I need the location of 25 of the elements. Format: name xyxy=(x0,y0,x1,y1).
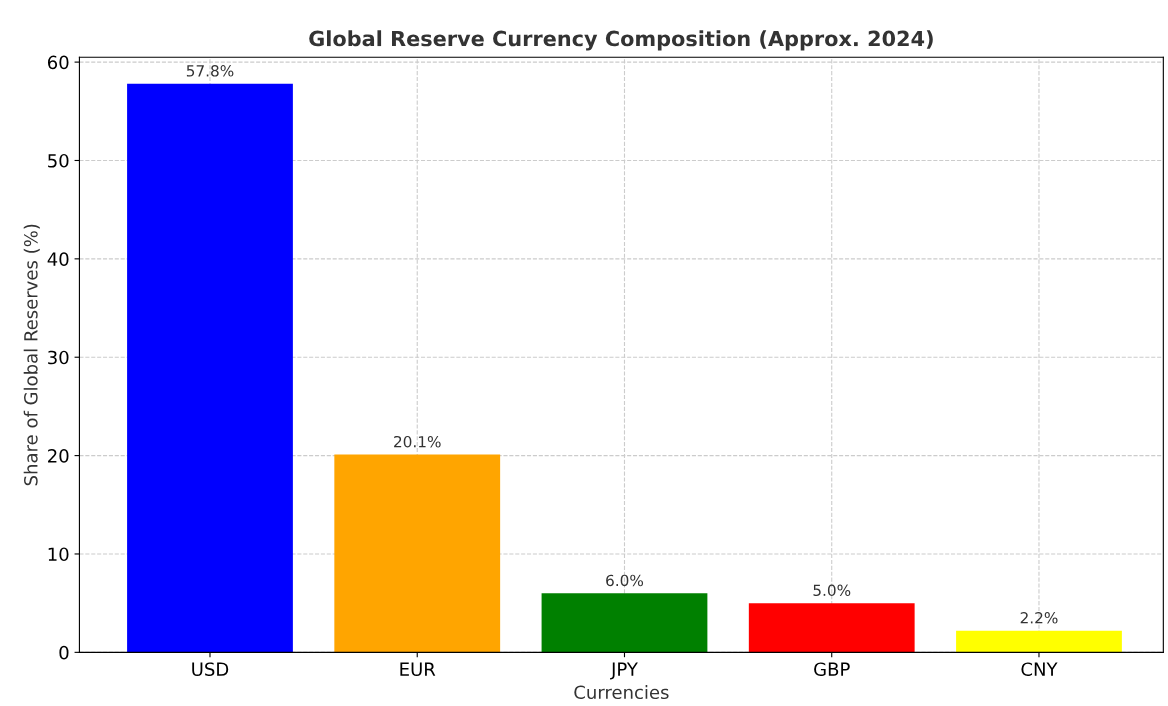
y-tick-label: 0 xyxy=(59,645,69,660)
y-tick-label: 60 xyxy=(47,55,69,70)
bar xyxy=(748,603,915,653)
x-tick-label: JPY xyxy=(610,662,638,680)
y-axis-title: Share of Global Reserves (%) xyxy=(23,224,40,486)
bar xyxy=(127,83,293,653)
data-label: 20.1% xyxy=(394,435,441,448)
bar xyxy=(334,454,501,653)
y-tick-label: 20 xyxy=(48,449,69,463)
data-label: 5.0% xyxy=(813,584,851,597)
x-axis-title: Currencies xyxy=(574,685,669,700)
x-tick-label: USD xyxy=(192,662,229,677)
data-label: 2.2% xyxy=(1020,612,1058,624)
y-tick-label: 40 xyxy=(47,252,69,266)
y-tick-label: 10 xyxy=(48,547,69,562)
data-label: 6.0% xyxy=(606,574,644,587)
chart-title: Global Reserve Currency Composition (Approx. 2024) xyxy=(309,30,933,51)
data-label: 57.8% xyxy=(186,65,234,77)
bar xyxy=(956,630,1122,653)
x-tick-label: CNY xyxy=(1021,662,1058,677)
x-tick-label: EUR xyxy=(400,662,436,677)
y-tick-label: 30 xyxy=(48,350,69,365)
x-tick-label: GBP xyxy=(814,662,850,677)
bar xyxy=(541,593,708,653)
y-tick-label: 50 xyxy=(48,153,69,168)
